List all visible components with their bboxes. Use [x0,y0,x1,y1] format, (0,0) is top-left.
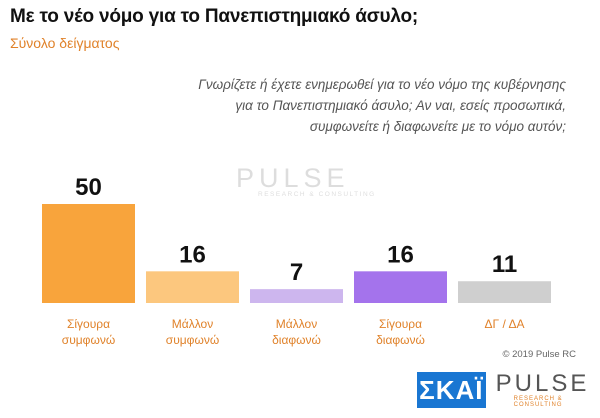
question-line-1: Γνωρίζετε ή έχετε ενημερωθεί για το νέο … [198,77,566,92]
question-line-2: για το Πανεπιστημιακό άσυλο; Αν ναι, εσε… [235,98,566,113]
copyright-text: © 2019 Pulse RC [502,349,576,360]
category-label-1-0: Μάλλον [172,317,213,331]
pulse-logo: PULSE RESEARCH & CONSULTING [495,370,600,409]
survey-question: Γνωρίζετε ή έχετε ενημερωθεί για το νέο … [146,74,566,137]
bar-4 [458,281,551,303]
footer-logos: ΣΚΑΪ PULSE RESEARCH & CONSULTING [417,372,600,408]
question-line-3: συμφωνείτε ή διαφωνείτε με το νόμο αυτόν… [309,119,566,134]
chart-subtitle: Σύνολο δείγματος [10,35,120,51]
skai-logo: ΣΚΑΪ [417,372,486,408]
data-label-4: 11 [492,251,517,278]
category-label-3-1: διαφωνώ [376,333,425,347]
category-label-2-0: Μάλλον [276,317,317,331]
category-label-1-1: συμφωνώ [166,333,219,347]
bar-3 [354,271,447,303]
category-label-0-1: συμφωνώ [62,333,115,347]
data-label-0: 50 [75,174,102,201]
data-label-2: 7 [290,259,303,286]
data-label-1: 16 [179,241,206,268]
category-label-2-1: διαφωνώ [272,333,321,347]
bar-2 [250,289,343,303]
pulse-logo-text: PULSE [495,370,590,397]
category-label-4-0: ΔΓ / ΔΑ [485,317,525,331]
chart-title: Με το νέο νόμο για το Πανεπιστημιακό άσυ… [10,6,419,27]
data-label-3: 16 [387,241,414,268]
bar-1 [146,271,239,303]
category-label-3-0: Σίγουρα [379,317,422,331]
category-label-0-0: Σίγουρα [67,317,110,331]
bar-0 [42,204,135,303]
pulse-logo-tagline: RESEARCH & CONSULTING [513,396,563,408]
